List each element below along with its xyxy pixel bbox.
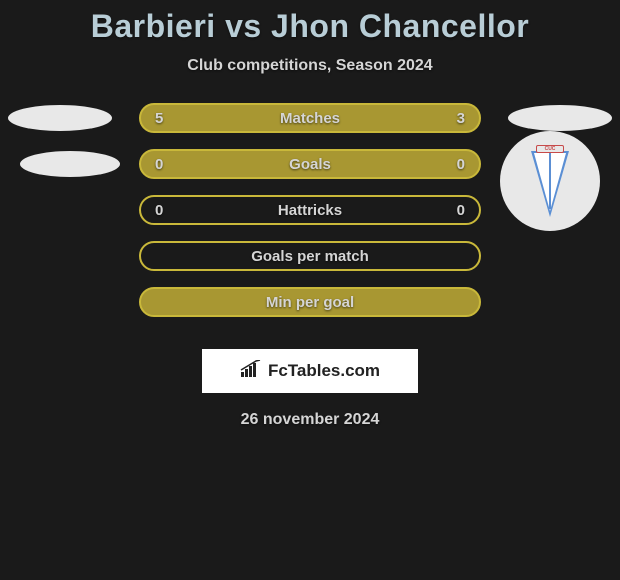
stat-pill-hattricks: 0 Hattricks 0 [139,195,481,225]
stat-right-value: 3 [457,110,465,127]
stat-row-gpm: Goals per match [0,241,620,287]
stat-right-value: 0 [457,202,465,219]
stat-pill-goals: 0 Goals 0 [139,149,481,179]
chart-icon [240,360,262,383]
stat-label: Matches [280,110,340,127]
stat-pill-gpm: Goals per match [139,241,481,271]
page-title: Barbieri vs Jhon Chancellor [0,8,620,45]
stat-row-goals: 0 Goals 0 CUC [0,149,620,195]
subtitle: Club competitions, Season 2024 [0,57,620,75]
branding-text: FcTables.com [268,361,380,381]
comparison-card: Barbieri vs Jhon Chancellor Club competi… [0,0,620,429]
stat-label: Goals per match [251,248,369,265]
team-left-placeholder [20,151,120,177]
branding-badge[interactable]: FcTables.com [202,349,418,393]
player-right-placeholder [508,105,612,131]
stat-row-mpg: Min per goal [0,287,620,333]
stat-left-value: 5 [155,110,163,127]
stat-right-value: 0 [457,156,465,173]
stat-label: Goals [289,156,331,173]
stat-pill-matches: 5 Matches 3 [139,103,481,133]
stat-pill-mpg: Min per goal [139,287,481,317]
stat-left-value: 0 [155,202,163,219]
player-left-placeholder [8,105,112,131]
stat-row-hattricks: 0 Hattricks 0 [0,195,620,241]
stat-label: Min per goal [266,294,354,311]
stat-label: Hattricks [278,202,342,219]
badge-text: CUC [536,145,564,153]
stat-left-value: 0 [155,156,163,173]
footer-date: 26 november 2024 [0,411,620,429]
